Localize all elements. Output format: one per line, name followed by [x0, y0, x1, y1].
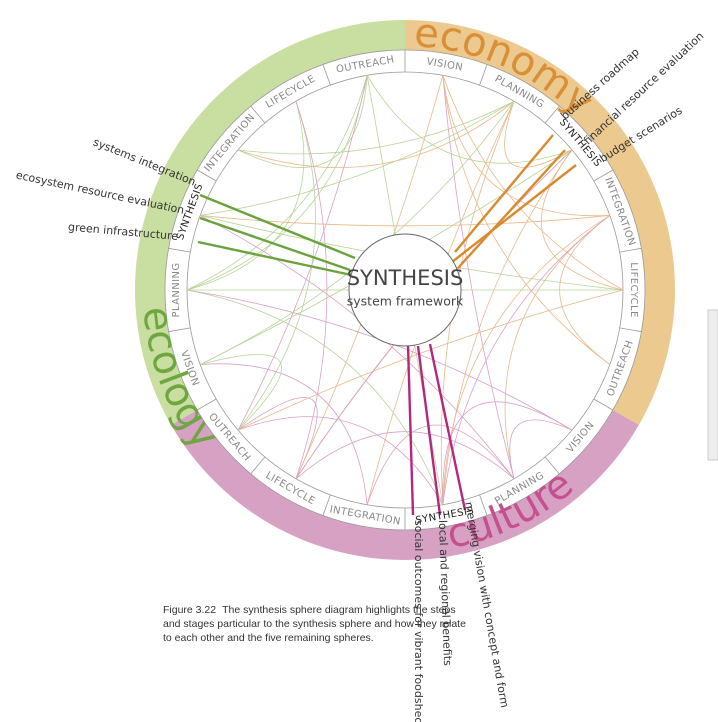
chord — [200, 215, 610, 227]
synthesis-link — [199, 216, 351, 272]
stage-divider — [544, 105, 560, 124]
stage-divider — [479, 494, 488, 516]
chord — [237, 101, 316, 431]
synthesis-link — [457, 149, 566, 269]
figure-caption: Figure 3.22 The synthesis sphere diagram … — [163, 603, 468, 645]
stage-divider — [619, 247, 642, 253]
stage-divider — [250, 456, 266, 475]
chord — [200, 354, 282, 431]
sphere-ring — [171, 410, 639, 560]
chord — [442, 149, 573, 505]
chord — [237, 396, 318, 479]
synthesis-link — [406, 344, 415, 516]
synthesis-link — [454, 134, 554, 253]
stage-divider — [593, 398, 614, 411]
chord — [442, 75, 624, 291]
synthesis-link — [428, 343, 467, 511]
stage-divider — [593, 169, 614, 182]
chord — [237, 75, 368, 168]
chord — [186, 75, 368, 291]
chord — [295, 431, 515, 480]
stage-divider — [250, 105, 266, 124]
synthesis-link — [197, 240, 357, 278]
chord — [237, 416, 444, 505]
chord — [186, 289, 444, 505]
chord — [442, 401, 573, 505]
stage-divider — [619, 327, 642, 333]
side-tab — [707, 309, 718, 461]
chord — [200, 100, 515, 216]
stage-divider — [168, 247, 191, 253]
chord — [442, 215, 611, 505]
caption-text: The synthesis sphere diagram highlights … — [163, 604, 466, 644]
synthesis-link — [416, 345, 442, 516]
stage-divider — [544, 456, 560, 475]
stage-divider — [322, 64, 331, 86]
stage-divider — [322, 494, 331, 516]
chord — [442, 75, 610, 217]
chord — [509, 419, 573, 479]
stage-divider — [196, 398, 217, 411]
chord — [237, 289, 624, 431]
chord — [186, 75, 368, 291]
center-circle — [348, 233, 462, 347]
synthesis-link — [451, 164, 577, 263]
chord — [366, 75, 573, 164]
chord — [442, 75, 515, 479]
sphere-ring — [405, 20, 675, 425]
caption-label: Figure 3.22 — [163, 604, 217, 616]
stage-label: PLANNING — [171, 262, 182, 317]
chord — [295, 101, 328, 479]
stage-label: LIFECYCLE — [628, 262, 639, 317]
chord — [540, 149, 624, 291]
chord — [442, 215, 611, 505]
stage-divider — [196, 169, 217, 182]
center-subtitle: system framework — [347, 294, 464, 309]
synthesis-link — [199, 193, 356, 260]
stage-divider — [479, 64, 488, 86]
center-title: SYNTHESIS — [347, 266, 464, 290]
chord — [442, 75, 611, 365]
callout: social outcomes for vibrant foodshed — [412, 520, 425, 722]
callout: local and regional benefits — [436, 520, 454, 666]
stage-divider — [168, 327, 191, 333]
chord — [504, 101, 573, 168]
sphere-ring — [135, 20, 405, 425]
